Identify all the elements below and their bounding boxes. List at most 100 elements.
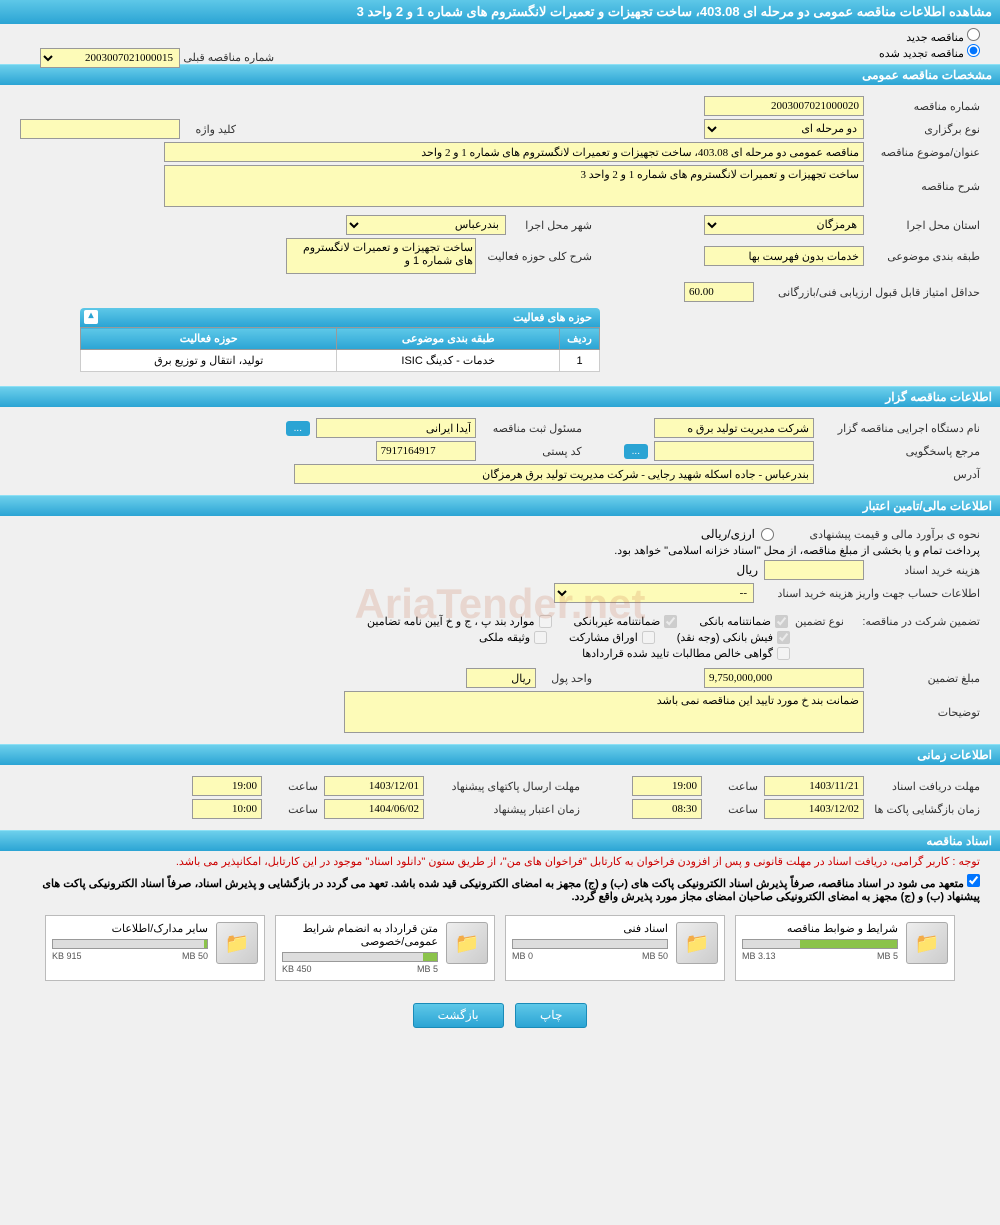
file-used: 915 KB — [52, 951, 82, 961]
org-label: نام دستگاه اجرایی مناقصه گزار — [820, 422, 980, 435]
unit-label: واحد پول — [542, 672, 592, 685]
notice-red: توجه : کاربر گرامی، دریافت اسناد در مهلت… — [0, 851, 1000, 872]
org-input[interactable] — [654, 418, 814, 438]
prev-tender-select[interactable]: 2003007021000015 — [40, 48, 180, 68]
cb-bonds[interactable]: اوراق مشارکت — [569, 631, 655, 644]
est-label: نحوه ی برآورد مالی و قیمت پیشنهادی — [780, 528, 980, 541]
keyword-label: کلید واژه — [186, 123, 236, 136]
type-select[interactable]: دو مرحله ای — [704, 119, 864, 139]
notes-textarea[interactable]: ضمانت بند خ مورد تایید این مناقصه نمی با… — [344, 691, 864, 733]
activity-table: ردیف طبقه بندی موضوعی حوزه فعالیت 1 خدما… — [80, 327, 600, 372]
cb-nonbank[interactable]: ضمانتنامه غیربانکی — [574, 615, 678, 628]
file-used: 3.13 MB — [742, 951, 776, 961]
validity-date[interactable] — [324, 799, 424, 819]
envelope-deadline-time[interactable] — [192, 776, 262, 796]
cb-cert[interactable]: گواهی خالص مطالبات تایید شده قراردادها — [582, 647, 790, 660]
radio-new[interactable]: مناقصه جدید — [906, 32, 980, 44]
cb-clauses[interactable]: موارد بند پ ، ج و خ آیین نامه تضامین — [367, 615, 551, 628]
subject-label: عنوان/موضوع مناقصه — [870, 146, 980, 159]
envelope-deadline-label: مهلت ارسال پاکتهای پیشنهاد — [430, 780, 580, 793]
min-score-label: حداقل امتیاز قابل قبول ارزیابی فنی/بازرگ… — [760, 286, 980, 299]
postal-input[interactable] — [376, 441, 476, 461]
type-label: نوع برگزاری — [870, 123, 980, 136]
folder-icon: 📁 — [906, 922, 948, 964]
keyword-input[interactable] — [20, 119, 180, 139]
file-total: 5 MB — [877, 951, 898, 961]
doc-deadline-date[interactable] — [764, 776, 864, 796]
cb-cash[interactable]: فیش بانکی (وجه نقد) — [677, 631, 790, 644]
doc-cost-input[interactable] — [764, 560, 864, 580]
address-label: آدرس — [820, 468, 980, 481]
file-card[interactable]: 📁اسناد فنی50 MB0 MB — [505, 915, 725, 981]
doc-cost-label: هزینه خرید اسناد — [870, 564, 980, 577]
notice-bold: متعهد می شود در اسناد مناقصه، صرفاً پذیر… — [0, 872, 1000, 905]
time-label-3: ساعت — [708, 803, 758, 816]
ref-input[interactable] — [654, 441, 814, 461]
province-label: استان محل اجرا — [870, 219, 980, 232]
time-label-4: ساعت — [268, 803, 318, 816]
section-financial: اطلاعات مالی/تامین اعتبار — [0, 495, 1000, 516]
envelope-deadline-date[interactable] — [324, 776, 424, 796]
file-used: 0 MB — [512, 951, 533, 961]
city-label: شهر محل اجرا — [512, 219, 592, 232]
file-total: 5 MB — [417, 964, 438, 974]
file-total: 50 MB — [642, 951, 668, 961]
unit-input[interactable] — [466, 668, 536, 688]
back-button[interactable]: بازگشت — [413, 1003, 504, 1028]
account-select[interactable]: -- — [554, 583, 754, 603]
scope-listbox[interactable]: ساخت تجهیزات و تعمیرات لانگستروم های شما… — [286, 238, 476, 274]
category-label: طبقه بندی موضوعی — [870, 250, 980, 263]
subject-input[interactable] — [164, 142, 864, 162]
doc-deadline-time[interactable] — [632, 776, 702, 796]
validity-label: زمان اعتبار پیشنهاد — [430, 803, 580, 816]
notes-label: توضیحات — [870, 706, 980, 719]
activity-table-title: حوزه های فعالیت ▴ — [80, 308, 600, 327]
section-holder: اطلاعات مناقصه گزار — [0, 386, 1000, 407]
th-category: طبقه بندی موضوعی — [337, 328, 560, 350]
commitment-checkbox[interactable] — [967, 874, 980, 887]
file-progress — [742, 939, 898, 949]
collapse-icon[interactable]: ▴ — [84, 310, 98, 324]
file-progress — [512, 939, 668, 949]
file-title: سایر مدارک/اطلاعات — [52, 922, 208, 935]
cb-property[interactable]: وثیقه ملکی — [479, 631, 547, 644]
guarantee-intro: تضمین شرکت در مناقصه: — [850, 615, 980, 628]
validity-time[interactable] — [192, 799, 262, 819]
ref-lookup-button[interactable]: ... — [624, 444, 648, 459]
city-select[interactable]: بندرعباس — [346, 215, 506, 235]
file-card[interactable]: 📁متن قرارداد به انضمام شرایط عمومی/خصوصی… — [275, 915, 495, 981]
currency-radio[interactable] — [761, 528, 774, 541]
cb-bank[interactable]: ضمانتنامه بانکی — [699, 615, 788, 628]
guarantee-amt-label: مبلغ تضمین — [870, 672, 980, 685]
guarantee-type-label: نوع تضمین — [794, 615, 844, 628]
file-progress — [52, 939, 208, 949]
opening-time[interactable] — [632, 799, 702, 819]
reg-input[interactable] — [316, 418, 476, 438]
time-label-2: ساعت — [268, 780, 318, 793]
account-label: اطلاعات حساب جهت واریز هزینه خرید اسناد — [760, 587, 980, 600]
section-documents: اسناد مناقصه — [0, 830, 1000, 851]
currency-label: ارزی/ریالی — [701, 527, 755, 541]
address-input[interactable] — [294, 464, 814, 484]
category-input[interactable] — [704, 246, 864, 266]
desc-textarea[interactable]: ساخت تجهیزات و تعمیرات لانگستروم های شما… — [164, 165, 864, 207]
reg-lookup-button[interactable]: ... — [286, 421, 310, 436]
time-label-1: ساعت — [708, 780, 758, 793]
min-score-input[interactable] — [684, 282, 754, 302]
opening-date[interactable] — [764, 799, 864, 819]
payment-note: پرداخت تمام و یا بخشی از مبلغ مناقصه، از… — [20, 544, 980, 557]
file-card[interactable]: 📁سایر مدارک/اطلاعات50 MB915 KB — [45, 915, 265, 981]
file-card[interactable]: 📁شرایط و ضوابط مناقصه5 MB3.13 MB — [735, 915, 955, 981]
th-scope: حوزه فعالیت — [81, 328, 337, 350]
radio-renewed[interactable]: مناقصه تجدید شده — [879, 48, 980, 60]
folder-icon: 📁 — [216, 922, 258, 964]
postal-label: کد پستی — [482, 445, 582, 458]
print-button[interactable]: چاپ — [515, 1003, 587, 1028]
ref-label: مرجع پاسخگویی — [820, 445, 980, 458]
file-title: اسناد فنی — [512, 922, 668, 935]
tender-no-input[interactable] — [704, 96, 864, 116]
guarantee-amt-input[interactable] — [704, 668, 864, 688]
th-row: ردیف — [560, 328, 600, 350]
province-select[interactable]: هرمزگان — [704, 215, 864, 235]
reg-label: مسئول ثبت مناقصه — [482, 422, 582, 435]
